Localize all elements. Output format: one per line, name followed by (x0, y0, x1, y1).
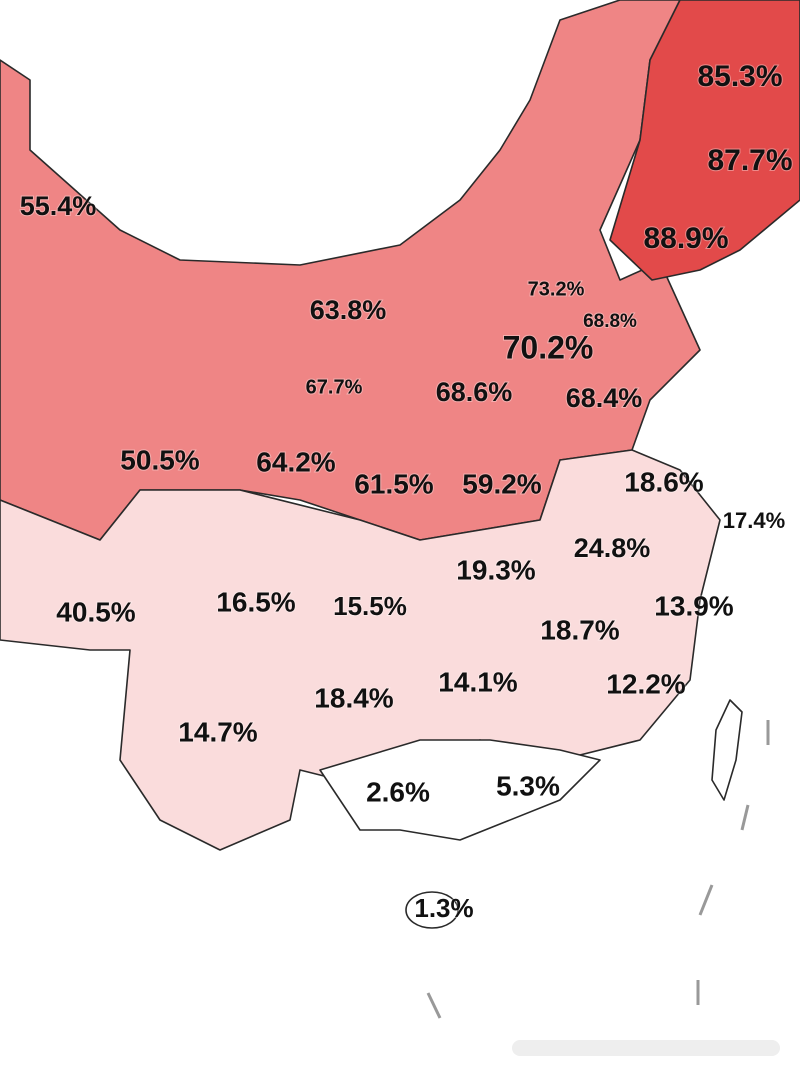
region-label: 67.7% (306, 376, 363, 398)
region-label: 17.4% (723, 508, 785, 533)
region-label: 70.2% (503, 329, 594, 365)
north-region (0, 0, 701, 541)
region-label: 12.2% (606, 668, 685, 699)
boundary-dashes (426, 720, 770, 1019)
watermark-bar (512, 1040, 780, 1056)
region-label: 73.2% (528, 278, 585, 300)
northeast-region (609, 0, 800, 281)
region-label: 18.4% (314, 682, 393, 713)
region-label: 68.6% (436, 377, 513, 407)
island (711, 699, 743, 801)
region-label: 61.5% (354, 468, 433, 499)
region-label: 19.3% (456, 554, 535, 585)
far-south-region (319, 739, 601, 841)
region-label: 55.4% (20, 191, 97, 221)
region-label: 2.6% (366, 776, 430, 807)
region-label: 64.2% (256, 446, 335, 477)
region-label: 13.9% (654, 590, 733, 621)
region-label: 5.3% (496, 770, 560, 801)
region-label: 87.7% (707, 144, 792, 177)
region-label: 59.2% (462, 468, 541, 499)
region-label: 24.8% (574, 533, 651, 563)
region-label: 68.8% (583, 311, 637, 332)
region-label: 14.7% (178, 716, 257, 747)
region-label: 15.5% (333, 591, 407, 621)
region-label: 50.5% (120, 444, 199, 475)
region-label: 40.5% (56, 596, 135, 627)
region-label: 68.4% (566, 383, 643, 413)
region-label: 18.6% (624, 466, 703, 497)
region-label: 88.9% (643, 222, 728, 255)
region-label: 1.3% (414, 893, 473, 923)
region-label: 14.1% (438, 666, 517, 697)
region-label: 16.5% (216, 586, 295, 617)
region-label: 18.7% (540, 614, 619, 645)
region-label: 85.3% (697, 60, 782, 93)
region-label: 63.8% (310, 295, 387, 325)
island (405, 891, 459, 929)
